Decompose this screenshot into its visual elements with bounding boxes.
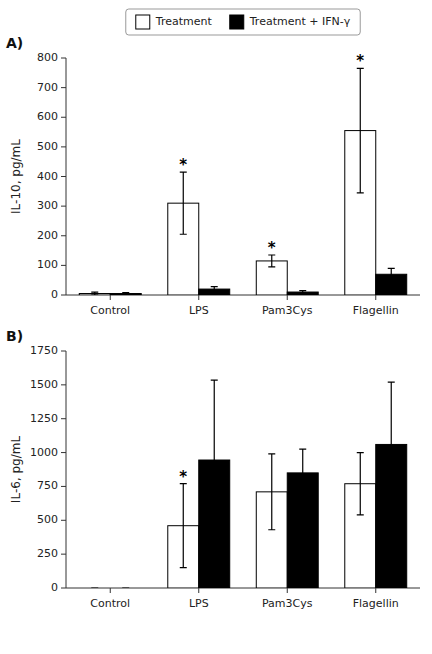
x-tick xyxy=(110,295,111,300)
y-tick xyxy=(61,146,66,147)
y-tick-label: 100 xyxy=(37,258,58,271)
error-bar xyxy=(91,587,98,588)
x-tick-label: Control xyxy=(90,597,130,610)
error-bar xyxy=(388,382,395,507)
panel-label: A) xyxy=(6,35,23,51)
x-tick-label: LPS xyxy=(189,597,209,610)
x-tick xyxy=(110,588,111,593)
y-tick xyxy=(61,351,66,352)
y-tick xyxy=(61,206,66,207)
y-tick-label: 300 xyxy=(37,199,58,212)
legend: Treatment Treatment + IFN-γ xyxy=(126,9,360,35)
bar xyxy=(110,294,141,295)
y-axis-line xyxy=(66,351,67,588)
y-tick xyxy=(61,486,66,487)
x-tick xyxy=(198,588,199,593)
y-tick-label: 500 xyxy=(37,140,58,153)
panel-label: B) xyxy=(6,328,23,344)
y-tick xyxy=(61,87,66,88)
error-bar xyxy=(299,449,306,496)
y-tick xyxy=(61,58,66,59)
y-tick xyxy=(61,265,66,266)
error-bar xyxy=(180,172,187,234)
error-bar xyxy=(122,587,129,588)
error-bar xyxy=(91,292,98,295)
y-tick-label: 600 xyxy=(37,110,58,123)
annotation: * xyxy=(179,468,187,486)
y-tick xyxy=(61,176,66,177)
x-tick-label: Control xyxy=(90,304,130,317)
y-tick-label: 1750 xyxy=(30,344,58,357)
legend-swatch xyxy=(230,15,244,29)
legend-swatch xyxy=(136,15,150,29)
y-tick-label: 1500 xyxy=(30,378,58,391)
error-bar xyxy=(357,68,364,192)
x-tick-label: Pam3Cys xyxy=(262,597,313,610)
y-tick-label: 400 xyxy=(37,170,58,183)
y-tick-label: 0 xyxy=(51,581,58,594)
y-tick xyxy=(61,295,66,296)
y-axis-label: IL-6, pg/mL xyxy=(9,436,23,504)
y-tick xyxy=(61,384,66,385)
y-tick-label: 250 xyxy=(37,547,58,560)
bar xyxy=(110,588,141,589)
y-axis-label: IL-10, pg/mL xyxy=(9,139,23,214)
panel: 0 250 500 750 1000 1250 1500 1750 Control LPS Pam3… xyxy=(6,328,420,610)
error-bar xyxy=(268,454,275,530)
x-tick-label: Flagellin xyxy=(353,304,399,317)
x-tick xyxy=(198,295,199,300)
panel: 0 100 200 300 400 500 600 700 800 Control LPS Pam3C… xyxy=(6,35,420,317)
y-tick-label: 800 xyxy=(37,51,58,64)
plot-area xyxy=(91,380,406,588)
y-tick-label: 500 xyxy=(37,513,58,526)
x-tick xyxy=(375,295,376,300)
legend-frame xyxy=(126,9,360,35)
x-tick xyxy=(287,588,288,593)
y-tick xyxy=(61,418,66,419)
y-tick-label: 1250 xyxy=(30,412,58,425)
y-tick xyxy=(61,235,66,236)
y-tick-label: 700 xyxy=(37,81,58,94)
x-tick xyxy=(375,588,376,593)
error-bar xyxy=(180,484,187,568)
y-tick-label: 200 xyxy=(37,229,58,242)
annotation: * xyxy=(268,239,276,257)
y-tick xyxy=(61,554,66,555)
error-bar xyxy=(388,268,395,280)
error-bar xyxy=(299,291,306,294)
y-tick xyxy=(61,520,66,521)
error-bar xyxy=(211,287,218,292)
x-tick-label: Flagellin xyxy=(353,597,399,610)
bar xyxy=(79,588,110,589)
y-tick xyxy=(61,117,66,118)
x-tick-label: LPS xyxy=(189,304,209,317)
y-tick-label: 1000 xyxy=(30,446,58,459)
y-tick-label: 750 xyxy=(37,479,58,492)
plot-area xyxy=(79,68,406,295)
legend-label: Treatment + IFN-γ xyxy=(249,15,351,28)
error-bar xyxy=(211,380,218,540)
y-tick xyxy=(61,588,66,589)
annotation: * xyxy=(179,156,187,174)
legend-label: Treatment xyxy=(155,15,213,28)
annotation: * xyxy=(356,52,364,70)
error-bar xyxy=(122,293,129,295)
y-tick xyxy=(61,452,66,453)
chart: 0 100 200 300 400 500 600 700 800 Control LPS Pam3C… xyxy=(0,0,432,654)
error-bar xyxy=(357,453,364,515)
x-tick-label: Pam3Cys xyxy=(262,304,313,317)
y-tick-label: 0 xyxy=(51,288,58,301)
x-tick xyxy=(287,295,288,300)
